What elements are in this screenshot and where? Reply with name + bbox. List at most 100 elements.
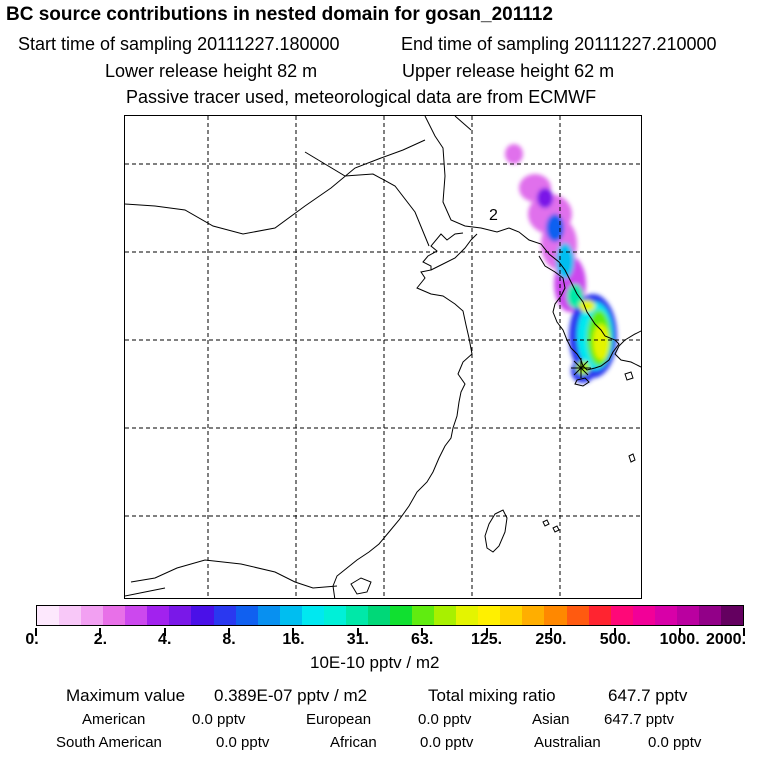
inner-border-c	[454, 116, 472, 131]
colorbar-segment	[434, 606, 457, 625]
colorbar-segment	[147, 606, 170, 625]
colorbar-tick-label: 31.	[346, 631, 369, 648]
region-value: 0.0 pptv	[648, 734, 702, 751]
colorbar-segment	[125, 606, 148, 625]
colorbar-tick-label: 2000.	[705, 631, 747, 648]
colorbar-segment	[169, 606, 192, 625]
lower-release-height: Lower release height 82 m	[105, 61, 318, 81]
colorbar-segment	[301, 606, 324, 625]
region-name: African	[330, 734, 377, 751]
colorbar-tick-label: 4.	[158, 631, 172, 648]
region-value: 0.0 pptv	[192, 711, 246, 728]
colorbar-segment	[323, 606, 346, 625]
map-label: 2	[489, 207, 498, 224]
figure-title: BC source contributions in nested domain…	[6, 4, 553, 25]
region-value: 0.0 pptv	[418, 711, 472, 728]
upper-release-height: Upper release height 62 m	[402, 61, 615, 81]
start-time: Start time of sampling 20111227.180000	[18, 34, 340, 54]
colorbar-tick	[35, 628, 37, 636]
colorbar-tick-label: 250.	[535, 631, 567, 648]
colorbar-segment	[412, 606, 435, 625]
end-time: End time of sampling 20111227.210000	[401, 34, 717, 54]
colorbar-tick	[163, 628, 166, 636]
colorbar-units: 10E-10 pptv / m2	[310, 653, 440, 672]
korea-coast	[508, 227, 620, 371]
colorbar-tick-label: 1000.	[659, 631, 700, 648]
colorbar-segment	[588, 606, 611, 625]
plume-region	[537, 188, 553, 208]
coastlines	[125, 116, 641, 598]
colorbar-tick-label: 500.	[599, 631, 631, 648]
colorbar-segment	[213, 606, 236, 625]
colorbar-tick	[99, 628, 102, 636]
taiwan	[484, 509, 508, 553]
max-value-label: Maximum value	[66, 686, 186, 705]
total-mixing-label: Total mixing ratio	[428, 686, 556, 705]
graticule	[125, 116, 641, 598]
colorbar-tick-label: 63.	[411, 631, 434, 648]
colorbar-tick	[614, 628, 617, 636]
colorbar-segment	[59, 606, 82, 625]
colorbar-segment	[478, 606, 501, 625]
colorbar-tick	[421, 628, 424, 636]
colorbar-tick-label: 125.	[470, 631, 503, 648]
colorbar-segment	[632, 606, 655, 625]
region-value: 647.7 pptv	[604, 711, 675, 728]
colorbar-segment	[544, 606, 567, 625]
inner-border-b	[304, 151, 430, 247]
island-3	[542, 519, 550, 527]
region-value: 0.0 pptv	[216, 734, 270, 751]
colorbar-ticks: 0. 2. 4. 8. 16. 31. 63. 125. 250. 500. 1000. 2000.	[0, 626, 768, 656]
colorbar-segment	[367, 606, 390, 625]
colorbar-segment	[191, 606, 214, 625]
colorbar-segment	[235, 606, 258, 625]
region-name: American	[82, 711, 146, 728]
island-2	[628, 453, 636, 463]
china-coast	[332, 232, 473, 598]
colorbar-tick	[743, 628, 745, 636]
colorbar-tick	[228, 628, 231, 636]
total-mixing-value: 647.7 pptv	[608, 686, 688, 705]
plume-region	[567, 284, 583, 308]
colorbar-segment	[390, 606, 413, 625]
tracer-note: Passive tracer used, meteorological data…	[126, 87, 597, 107]
colorbar-tick	[549, 628, 552, 636]
colorbar-segment	[81, 606, 104, 625]
colorbar-segment	[676, 606, 699, 625]
island-1	[624, 371, 634, 381]
colorbar	[36, 605, 744, 626]
colorbar-segment	[345, 606, 368, 625]
colorbar-segment	[456, 606, 479, 625]
inner-border-a	[125, 139, 426, 235]
colorbar-segment	[257, 606, 280, 625]
colorbar-tick	[678, 628, 681, 636]
colorbar-segment	[566, 606, 589, 625]
region-name: South American	[56, 734, 162, 751]
hainan-coast	[350, 577, 372, 595]
region-value: 0.0 pptv	[420, 734, 474, 751]
colorbar-tick	[485, 628, 488, 636]
colorbar-segment	[698, 606, 721, 625]
colorbar-segment	[522, 606, 545, 625]
colorbar-segment	[103, 606, 126, 625]
colorbar-segment	[279, 606, 302, 625]
plume-region	[546, 214, 564, 242]
plume-region	[556, 243, 574, 279]
map-panel: 2	[124, 115, 642, 599]
japan-coast	[614, 330, 641, 368]
colorbar-segment	[500, 606, 523, 625]
colorbar-tick-label: 16.	[282, 631, 305, 648]
receptor-marker	[571, 358, 591, 378]
inner-border-e	[125, 587, 166, 597]
korea-border	[424, 116, 510, 233]
colorbar-segment	[37, 606, 60, 625]
bohai-coast	[430, 233, 478, 271]
colorbar-segment	[720, 606, 743, 625]
inner-border-d	[130, 559, 338, 589]
jeju	[574, 377, 590, 387]
plume-region	[593, 324, 609, 360]
plume-region	[505, 144, 523, 164]
region-name: Asian	[532, 711, 570, 728]
colorbar-segment	[654, 606, 677, 625]
plume-region	[579, 300, 595, 312]
